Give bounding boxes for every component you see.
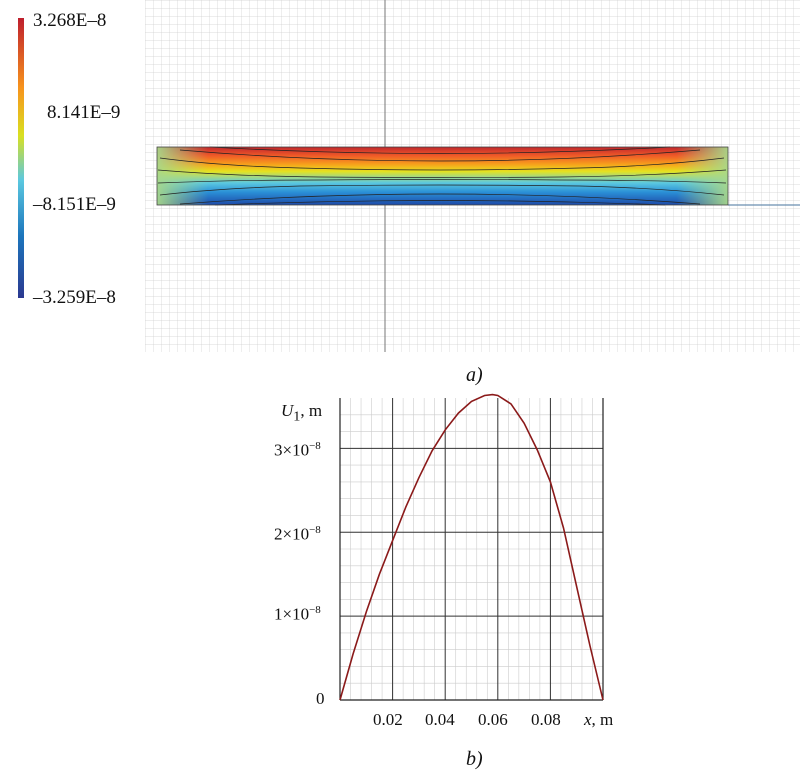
field-edge-shading xyxy=(157,147,728,205)
plot-frame xyxy=(339,398,604,701)
y-axis-symbol: U xyxy=(281,401,294,420)
contour-lines xyxy=(157,146,727,206)
y-axis-title: U1, m xyxy=(281,401,322,425)
y-tick-label: 2×10−8 xyxy=(274,524,321,545)
plot-curve xyxy=(339,393,604,701)
y-axis-subscript: 1 xyxy=(293,408,301,425)
colorbar-tick-label: 8.141E–9 xyxy=(47,102,121,123)
y-tick-exponent: −8 xyxy=(309,440,321,452)
y-tick-exponent: −8 xyxy=(309,524,321,536)
x-tick-label: 0.06 xyxy=(478,710,508,729)
y-tick-label: 1×10−8 xyxy=(274,604,321,625)
x-axis-symbol: x xyxy=(584,710,592,729)
colorbar xyxy=(18,18,24,298)
y-tick-mantissa: 3×10 xyxy=(274,440,310,460)
y-tick-exponent: −8 xyxy=(309,604,321,616)
y-tick-label: 3×10−8 xyxy=(274,440,321,461)
y-axis-unit: , m xyxy=(300,401,323,420)
panel-a-label: a) xyxy=(466,364,483,386)
colorbar-tick-label: –8.151E–9 xyxy=(33,194,116,215)
x-tick-label: 0.08 xyxy=(531,710,561,729)
y-tick-mantissa: 1×10 xyxy=(274,604,310,624)
x-tick-label: 0.02 xyxy=(373,710,403,729)
plot-grid xyxy=(340,398,603,700)
x-tick-label: 0.04 xyxy=(425,710,455,729)
field-outline xyxy=(156,146,729,206)
y-tick-mantissa: 2×10 xyxy=(274,524,310,544)
panel-b-label: b) xyxy=(466,748,483,770)
y-tick-label: 0 xyxy=(316,689,325,709)
colorbar-tick-label: –3.259E–8 xyxy=(33,287,116,308)
y-tick-mantissa: 0 xyxy=(316,689,325,708)
x-axis-title: x, m xyxy=(584,710,613,730)
x-axis-unit: , m xyxy=(591,710,614,729)
colorbar-tick-label: 3.268E–8 xyxy=(33,10,107,31)
data-series-line xyxy=(339,393,604,701)
